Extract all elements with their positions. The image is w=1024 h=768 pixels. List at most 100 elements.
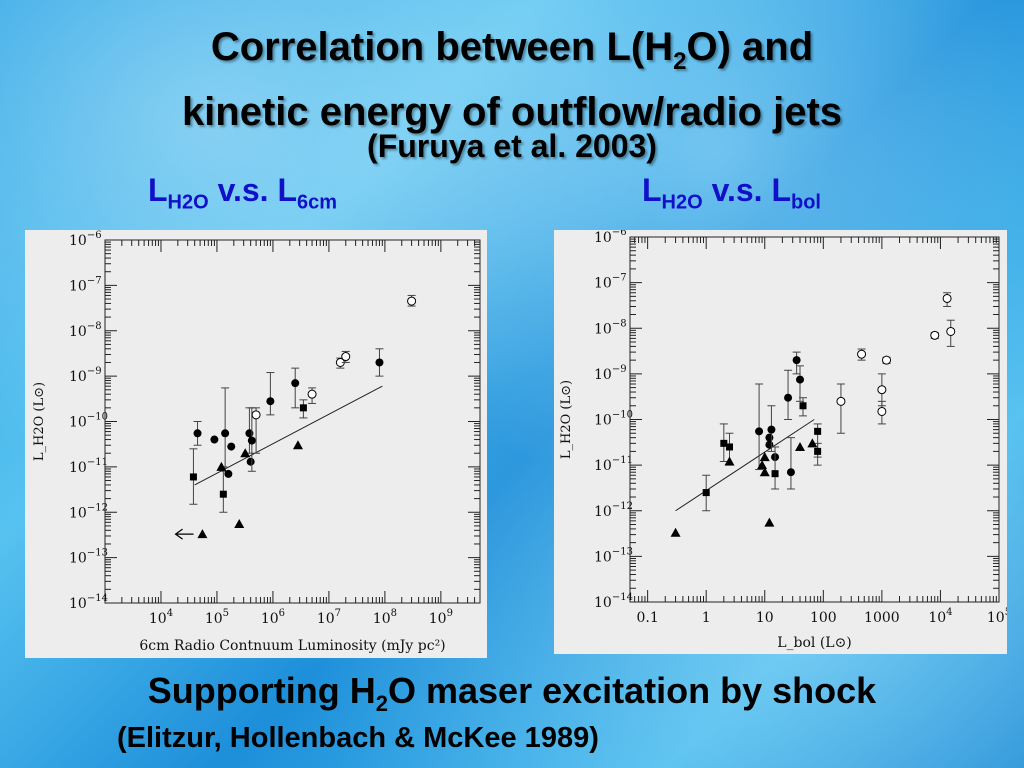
data-point-filled-triangle xyxy=(795,441,806,451)
y-tick-exponent: −12 xyxy=(612,501,633,512)
y-axis-label: L_H2O (L⊙) xyxy=(559,380,574,459)
y-tick-label: 10−9 xyxy=(594,364,627,383)
fit-line xyxy=(194,385,383,486)
data-point-filled-circle xyxy=(227,442,236,451)
data-point-filled-triangle xyxy=(757,460,768,470)
data-point-filled-circle xyxy=(210,435,219,444)
x-tick-exponent: 7 xyxy=(335,608,341,619)
y-tick-exponent: −8 xyxy=(87,321,102,332)
data-point-open-circle xyxy=(930,330,940,340)
y-tick-label: 10−6 xyxy=(594,230,627,246)
data-point-filled-triangle xyxy=(807,438,818,448)
data-point-open-circle xyxy=(882,355,892,365)
x-tick-label: 105 xyxy=(987,607,1007,626)
y-axis-label: L_H2O (L⊙) xyxy=(32,382,47,461)
data-point-filled-circle xyxy=(291,379,300,388)
y-tick-label: 10−8 xyxy=(594,318,627,337)
footer-pre: Supporting H xyxy=(147,670,376,711)
footer-subscript: 2 xyxy=(375,691,388,717)
y-tick-label: 10−10 xyxy=(594,410,633,429)
data-point-filled-circle xyxy=(755,427,764,436)
x-tick-label: 104 xyxy=(149,608,173,627)
x-tick-exponent: 5 xyxy=(223,608,229,619)
y-tick-exponent: −10 xyxy=(87,412,108,423)
left-label-main: L xyxy=(148,172,168,208)
y-tick-exponent: −13 xyxy=(612,546,633,557)
data-point-open-circle xyxy=(307,389,317,399)
x-tick-label: 109 xyxy=(429,608,453,627)
y-tick-label: 10−12 xyxy=(594,501,633,520)
title-line-1: Correlation between L(H2O) and xyxy=(0,22,1024,87)
data-point-open-circle xyxy=(407,296,417,306)
left-chart-panel: 104 105 106 107 108 109 10−6 10−7 10−8 10−9 10−10 1… xyxy=(25,230,487,658)
y-tick-exponent: −12 xyxy=(87,502,108,513)
footer-citation: (Elitzur, Hollenbach & McKee 1989) xyxy=(117,722,599,754)
right-label-mid: v.s. L xyxy=(702,172,791,208)
data-point-open-circle xyxy=(857,349,867,359)
data-point-filled-triangle xyxy=(670,527,681,537)
data-point-open-circle xyxy=(942,293,952,303)
x-tick-exponent: 4 xyxy=(167,608,173,619)
data-point-filled-triangle xyxy=(764,517,775,527)
upper-limit-arrow-head xyxy=(174,528,183,540)
data-point-open-circle xyxy=(836,396,846,406)
data-point-open-circle xyxy=(341,352,351,362)
y-tick-exponent: −6 xyxy=(87,230,102,241)
y-tick-label: 10−7 xyxy=(594,273,627,292)
left-label-mid: v.s. L xyxy=(208,172,297,208)
x-tick-exponent: 6 xyxy=(279,608,285,619)
data-point-filled-circle xyxy=(792,356,801,365)
footer-post: O maser excitation by shock xyxy=(388,670,877,711)
data-point-filled-square xyxy=(725,443,733,451)
y-tick-exponent: −9 xyxy=(87,366,102,377)
data-point-filled-triangle xyxy=(759,467,770,477)
y-tick-exponent: −7 xyxy=(612,273,627,284)
right-label-sub1: H2O xyxy=(661,191,703,214)
y-tick-label: 10−14 xyxy=(594,592,633,611)
data-point-filled-circle xyxy=(193,429,202,438)
data-point-filled-circle xyxy=(796,375,805,384)
data-point-filled-triangle xyxy=(197,529,208,539)
x-axis-label: 6cm Radio Contnuum Luminosity (mJy pc²) xyxy=(139,638,445,654)
data-point-filled-circle xyxy=(765,440,774,449)
x-tick-label: 107 xyxy=(317,608,341,627)
y-tick-label: 10−8 xyxy=(69,321,102,340)
title-subscript: 2 xyxy=(673,48,687,75)
y-tick-exponent: −9 xyxy=(612,364,627,375)
data-point-filled-square xyxy=(189,473,197,481)
data-point-open-circle xyxy=(877,385,887,395)
data-point-open-circle xyxy=(251,410,261,420)
x-tick-label: 0.1 xyxy=(636,610,658,626)
y-tick-label: 10−9 xyxy=(69,366,102,385)
x-tick-exponent: 5 xyxy=(1005,607,1007,618)
data-point-filled-circle xyxy=(784,393,793,402)
data-point-open-circle xyxy=(877,406,887,416)
x-tick-label: 104 xyxy=(928,607,952,626)
data-point-filled-circle xyxy=(765,433,774,442)
slide-title: Correlation between L(H2O) and kinetic e… xyxy=(0,22,1024,137)
y-tick-label: 10−6 xyxy=(69,230,102,249)
data-point-filled-circle xyxy=(767,425,776,434)
y-tick-exponent: −13 xyxy=(87,548,108,559)
y-tick-label: 10−10 xyxy=(69,412,108,431)
data-point-filled-square xyxy=(799,402,807,410)
data-point-filled-circle xyxy=(786,468,795,477)
x-tick-label: 100 xyxy=(810,610,837,626)
data-point-filled-circle xyxy=(266,397,275,406)
x-axis-label: L_bol (L⊙) xyxy=(777,635,852,651)
title-line-1-post: O) and xyxy=(686,25,814,69)
data-point-filled-square xyxy=(219,490,227,498)
data-point-filled-circle xyxy=(247,436,256,445)
x-tick-exponent: 9 xyxy=(447,608,453,619)
footer-title: Supporting H2O maser excitation by shock xyxy=(0,670,1024,717)
x-tick-exponent: 4 xyxy=(946,607,952,618)
y-tick-exponent: −14 xyxy=(612,592,633,603)
x-tick-label: 106 xyxy=(261,608,285,627)
y-tick-label: 10−11 xyxy=(69,457,108,476)
y-tick-exponent: −8 xyxy=(612,318,627,329)
data-point-filled-square xyxy=(814,427,822,435)
data-point-filled-square xyxy=(299,404,307,412)
right-chart-svg: 0.1 1 10 100 1000 104 105 10−6 10−7 10−8 10−9 10−10… xyxy=(559,227,1011,651)
title-line-1-pre: Correlation between L(H xyxy=(210,25,674,69)
plot-frame xyxy=(629,236,1000,603)
